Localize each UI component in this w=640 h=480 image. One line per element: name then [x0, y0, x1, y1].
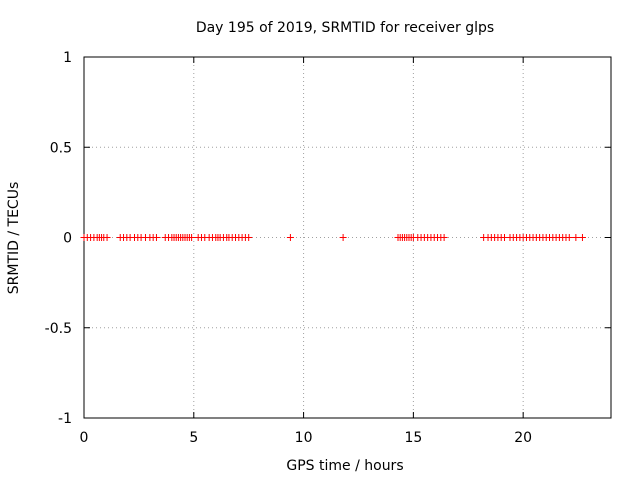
x-tick-label: 10: [295, 430, 313, 446]
chart-title: Day 195 of 2019, SRMTID for receiver glp…: [196, 20, 494, 36]
data-point: [566, 234, 573, 241]
x-tick-label: 15: [404, 430, 422, 446]
y-tick-label: -0.5: [45, 321, 72, 337]
y-tick-labels: -1 -0.5 0 0.5 1: [45, 50, 72, 427]
data-point: [579, 234, 586, 241]
y-tick-label: 1: [63, 50, 72, 66]
x-tick-label: 0: [80, 430, 89, 446]
y-tick-label: 0.5: [50, 140, 72, 156]
data-points: [81, 234, 586, 241]
data-point: [340, 234, 347, 241]
y-tick-label: -1: [58, 411, 72, 427]
x-tick-labels: 0 5 10 15 20: [80, 430, 533, 446]
y-axis-label: SRMTID / TECUs: [6, 182, 22, 295]
data-point: [104, 234, 111, 241]
y-tick-label: 0: [63, 231, 72, 247]
x-tick-label: 5: [189, 430, 198, 446]
x-tick-label: 20: [514, 430, 532, 446]
data-point: [287, 234, 294, 241]
chart: 0 5 10 15 20 -1 -0.5 0 0.5 1 Day 195 of 2019, SR…: [0, 0, 640, 480]
x-axis-label: GPS time / hours: [286, 458, 403, 474]
data-point: [245, 234, 252, 241]
data-point: [572, 234, 579, 241]
data-point: [153, 234, 160, 241]
data-point: [441, 234, 448, 241]
